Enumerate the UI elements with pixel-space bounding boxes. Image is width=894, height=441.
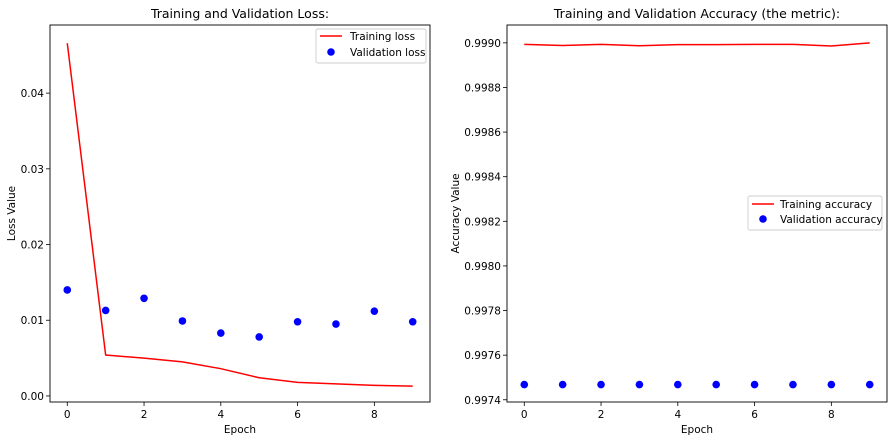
accuracy-ytick-label: 0.9982 [464,216,501,228]
loss-xtick-label: 6 [294,409,301,421]
loss-ytick-label: 0.01 [21,315,44,327]
accuracy-legend-validation-label: Validation accuracy [780,214,883,226]
loss-validation-point [217,329,225,337]
loss-xtick-label: 0 [64,409,71,421]
accuracy-validation-point [712,380,720,389]
accuracy-validation-point [750,380,759,389]
accuracy-validation-point [558,380,567,389]
loss-chart-marks [63,43,417,387]
loss-validation-point [370,307,379,315]
accuracy-ytick-label: 0.9980 [464,261,501,273]
accuracy-xtick-label: 4 [674,409,681,421]
loss-validation-point [101,306,110,315]
loss-chart-plot-frame [49,24,431,403]
loss-xtick-label: 8 [371,409,378,421]
accuracy-chart: Training and Validation Accuracy (the me… [450,6,888,436]
accuracy-validation-point [789,380,797,389]
accuracy-chart-ticks: 0 2 4 6 8 0.9974 0.9976 0.9978 0.9980 0.9982 0.998… [464,38,834,421]
loss-validation-point [408,317,417,326]
accuracy-validation-point [674,380,682,389]
accuracy-validation-point [865,380,874,389]
accuracy-legend-marker-swatch [759,215,767,223]
loss-chart-xlabel: Epoch [224,424,256,436]
accuracy-chart-legend: Training accuracy Validation accuracy [747,195,883,231]
accuracy-legend-training-label: Training accuracy [779,199,872,211]
accuracy-chart-marks [520,42,874,389]
accuracy-chart-xlabel: Epoch [681,424,713,436]
loss-chart-ylabel: Loss Value [6,186,18,241]
accuracy-ytick-label: 0.9986 [464,127,501,139]
accuracy-validation-point [827,380,836,389]
accuracy-ytick-label: 0.9978 [464,306,501,318]
accuracy-xtick-label: 2 [598,409,605,421]
loss-chart-legend: Training loss Validation loss [315,28,427,64]
loss-validation-point [255,333,263,341]
accuracy-ytick-label: 0.9990 [464,38,501,50]
loss-validation-point [178,317,187,325]
loss-legend-validation-label: Validation loss [350,47,425,59]
accuracy-chart-title: Training and Validation Accuracy (the me… [553,6,840,21]
loss-chart-title: Training and Validation Loss: [150,6,329,21]
loss-ytick-label: 0.00 [21,391,44,403]
accuracy-ytick-label: 0.9976 [464,350,501,362]
accuracy-chart-plot-frame [506,24,888,403]
accuracy-ytick-label: 0.9988 [464,82,501,94]
loss-training-line [66,43,413,387]
loss-legend-marker-swatch [327,48,335,56]
accuracy-xtick-label: 6 [751,409,758,421]
loss-validation-point [140,294,148,303]
accuracy-ytick-label: 0.9984 [464,172,501,184]
loss-validation-point [332,320,340,328]
accuracy-validation-point [597,380,605,389]
loss-legend-training-label: Training loss [349,31,415,43]
accuracy-xtick-label: 8 [828,409,835,421]
accuracy-validation-point [635,380,644,389]
loss-xtick-label: 2 [141,409,148,421]
loss-ytick-label: 0.02 [21,240,44,252]
accuracy-ytick-label: 0.9974 [464,395,501,407]
accuracy-chart-ylabel: Accuracy Value [450,173,462,253]
loss-chart: Training and Validation Loss: 0 2 4 6 80.000… [6,6,431,436]
loss-validation-point [293,317,302,326]
loss-legend-frame [315,28,427,64]
loss-validation-point [63,286,72,294]
loss-ytick-label: 0.04 [21,88,45,100]
accuracy-training-line [524,42,870,47]
accuracy-legend-frame [747,195,883,231]
loss-chart-ticks: 0 2 4 6 8 0.00 0.01 0.02 0.03 0.04 [21,88,378,421]
accuracy-validation-point [520,380,529,389]
loss-xtick-label: 4 [217,409,224,421]
accuracy-xtick-label: 0 [521,409,528,421]
loss-ytick-label: 0.03 [21,164,44,176]
